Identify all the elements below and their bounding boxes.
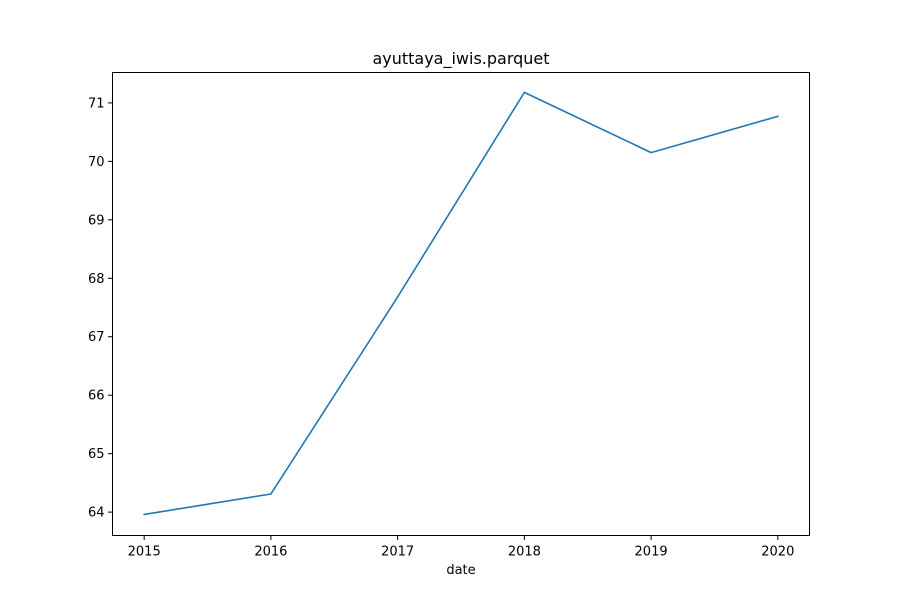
x-tick-label: 2018: [508, 545, 541, 560]
x-tick-label: 2019: [635, 545, 668, 560]
x-axis: 2015 2016 2017 2018 2019 2020: [128, 535, 794, 560]
y-tick-label: 71: [88, 96, 105, 111]
y-tick-label: 65: [88, 447, 105, 462]
x-tick-label: 2015: [128, 545, 161, 560]
y-tick-label: 64: [88, 506, 105, 521]
y-tick-label: 67: [88, 330, 105, 345]
x-axis-label: date: [446, 563, 475, 578]
y-tick-label: 68: [88, 272, 105, 287]
series-line-0: [143, 91, 779, 516]
x-tick-label: 2016: [254, 545, 287, 560]
plot-frame: [112, 72, 810, 536]
x-tick-label: 2017: [381, 545, 414, 560]
y-tick-label: 66: [88, 389, 105, 404]
chart-title: ayuttaya_iwis.parquet: [372, 49, 549, 69]
y-axis: 64 65 66 67 68 69 70 71: [88, 96, 113, 521]
y-tick-label: 70: [88, 155, 105, 170]
plot-area: [143, 91, 779, 516]
x-tick-label: 2020: [761, 545, 794, 560]
y-tick-label: 69: [88, 213, 105, 228]
